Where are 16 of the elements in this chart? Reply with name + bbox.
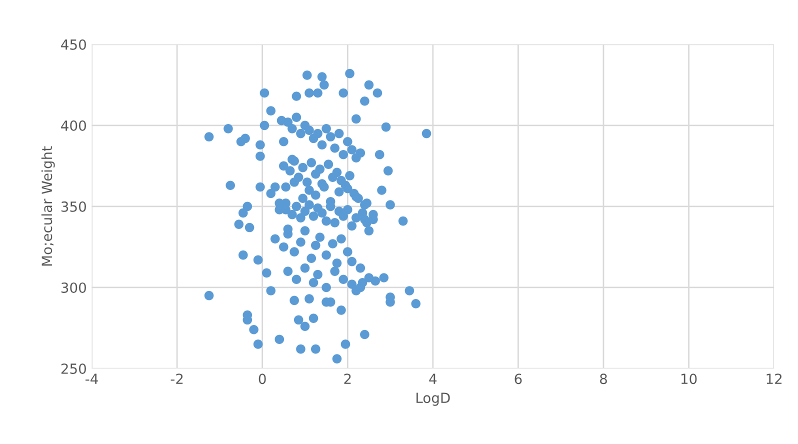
x-tick-label: 10 [681,374,697,384]
x-tick-label: 8 [600,374,607,384]
y-axis-title: Mo;ecular Weight [41,146,55,266]
y-tick-label: 450 [61,39,86,50]
y-tick-label: 350 [61,201,86,212]
x-axis-title: LogD [416,392,450,406]
x-tick-label: 2 [344,374,351,384]
x-tick-label: -4 [86,374,98,384]
y-tick-label: 250 [61,363,86,374]
x-tick-label: 6 [514,374,522,384]
y-tick-label: 400 [61,120,86,131]
x-tick-label: 0 [258,374,266,384]
x-tick-label: -2 [170,374,183,384]
x-tick-label: 4 [429,374,437,384]
x-tick-label: 12 [766,374,782,384]
y-tick-label: 300 [61,282,86,293]
